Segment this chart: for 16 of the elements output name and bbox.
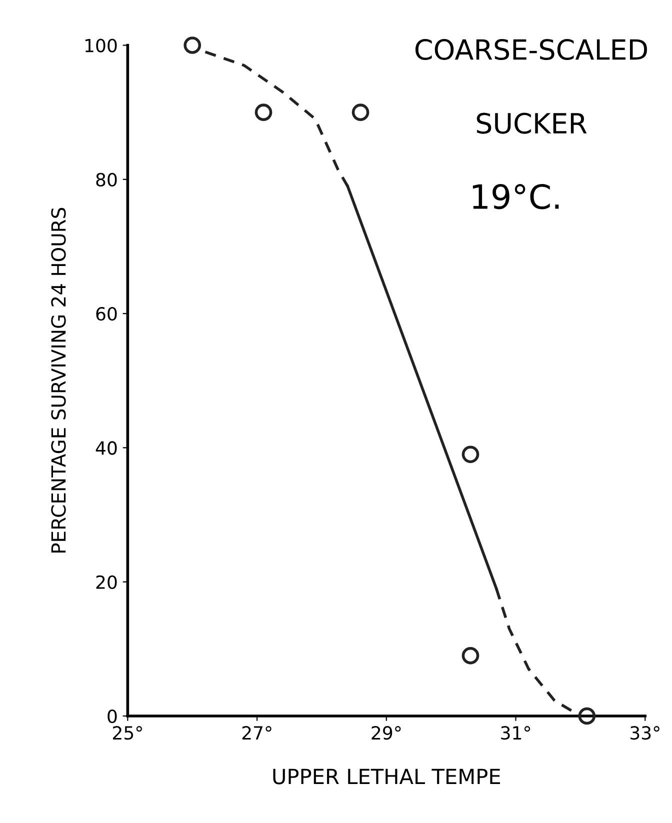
y-tick-label: 80 (96, 172, 117, 187)
annotation: COARSE-SCALED (415, 39, 647, 60)
y-axis-title: PERCENTAGE SURVIVING 24 HOURS (51, 208, 66, 553)
y-tick-label: 60 (96, 307, 117, 321)
x-tick-label: 33° (630, 726, 660, 740)
y-tick-label: 0 (108, 709, 117, 724)
x-tick-label: 27° (242, 726, 272, 740)
y-tick-label: 20 (96, 575, 117, 589)
annotation: SUCKER (476, 112, 587, 134)
x-axis-title: UPPER LETHAL TEMPE (273, 768, 500, 784)
x-tick-label: 25° (113, 726, 142, 740)
x-tick-label: 29° (372, 726, 401, 740)
y-tick-label: 100 (85, 38, 117, 52)
annotation: 19°C. (472, 184, 559, 210)
x-tick-label: 31° (501, 726, 530, 740)
y-tick-label: 40 (96, 441, 117, 455)
